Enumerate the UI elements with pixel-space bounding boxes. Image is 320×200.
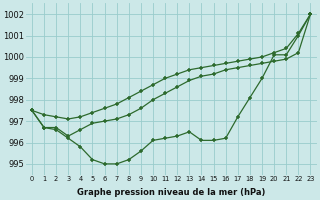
X-axis label: Graphe pression niveau de la mer (hPa): Graphe pression niveau de la mer (hPa) xyxy=(77,188,265,197)
